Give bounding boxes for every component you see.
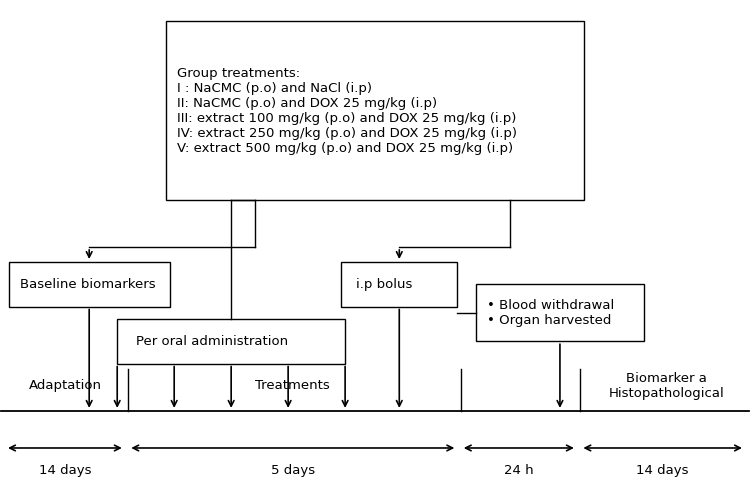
Text: • Blood withdrawal
• Organ harvested: • Blood withdrawal • Organ harvested: [487, 299, 614, 327]
Text: Baseline biomarkers: Baseline biomarkers: [20, 278, 156, 291]
Text: 14 days: 14 days: [637, 464, 689, 477]
FancyBboxPatch shape: [166, 21, 584, 200]
Text: Treatments: Treatments: [256, 379, 330, 392]
Text: 14 days: 14 days: [39, 464, 92, 477]
FancyBboxPatch shape: [117, 319, 345, 364]
FancyBboxPatch shape: [9, 262, 170, 306]
Text: 24 h: 24 h: [504, 464, 534, 477]
Text: Biomarker a
Histopathological: Biomarker a Histopathological: [608, 372, 724, 400]
Text: i.p bolus: i.p bolus: [356, 278, 413, 291]
Text: 5 days: 5 days: [271, 464, 315, 477]
Text: Per oral administration: Per oral administration: [136, 335, 288, 348]
FancyBboxPatch shape: [476, 284, 644, 341]
FancyBboxPatch shape: [341, 262, 458, 306]
Text: Adaptation: Adaptation: [28, 379, 101, 392]
Text: Group treatments:
I : NaCMC (p.o) and NaCl (i.p)
II: NaCMC (p.o) and DOX 25 mg/k: Group treatments: I : NaCMC (p.o) and Na…: [177, 66, 517, 155]
